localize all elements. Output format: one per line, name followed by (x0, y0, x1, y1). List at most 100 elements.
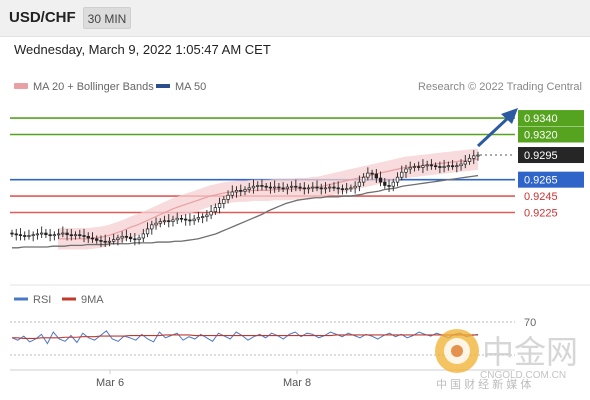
candle (171, 219, 175, 222)
level-labels-layer: 0.9340 0.9320 0.9295 0.9265 0.9245 0.9225 (518, 110, 584, 220)
candle (217, 203, 222, 208)
candle (425, 164, 429, 167)
ma20-line (58, 158, 479, 240)
timeframe-button[interactable]: 30 MIN (83, 7, 131, 29)
candle (374, 173, 378, 179)
symbol-label: USD/CHF (9, 9, 76, 26)
candle (472, 155, 476, 159)
level-label-3: 0.9265 (524, 175, 558, 187)
level-label-1: 0.9320 (524, 129, 558, 141)
candle (450, 165, 455, 168)
candle (35, 233, 40, 236)
candle (294, 185, 298, 188)
watermark-slogan: 中 国 财 经 新 媒 体 (436, 377, 531, 391)
candle (14, 233, 18, 236)
forecast-arrowhead (501, 108, 518, 124)
candle (400, 171, 404, 178)
moving-average-layer (12, 174, 479, 249)
watermark-name: 中金网 (482, 333, 578, 371)
candle (306, 187, 311, 190)
level-label-4: 0.9245 (524, 191, 558, 203)
candle (277, 186, 281, 189)
candle (150, 224, 154, 230)
level-label-2: 0.9295 (524, 150, 558, 162)
candle (319, 187, 323, 190)
level-label-bg-2 (518, 147, 584, 164)
candle (264, 185, 268, 188)
candle (18, 234, 23, 237)
candle (370, 172, 374, 175)
forecast-arrow-line (476, 116, 510, 148)
candle (239, 189, 243, 192)
candle (213, 207, 217, 213)
candle (455, 165, 459, 168)
rsi-tick-70: 70 (524, 317, 536, 329)
candle (378, 177, 383, 183)
candle (387, 185, 391, 187)
candle (192, 218, 196, 222)
candle (145, 228, 150, 235)
watermark-url: CNGOLD.COM.CN (480, 370, 566, 381)
candle (141, 233, 145, 239)
candle (230, 191, 234, 196)
candle (78, 234, 82, 237)
candle (285, 186, 290, 190)
candle (99, 240, 103, 242)
candle (345, 188, 349, 191)
timestamp-label: Wednesday, March 9, 2022 1:05:47 AM CET (14, 42, 271, 57)
candle (226, 194, 230, 200)
level-label-bg-1 (518, 126, 584, 143)
candle (124, 235, 129, 238)
candle (23, 235, 27, 237)
candle (446, 165, 450, 168)
candle (349, 187, 353, 190)
level-label-5: 0.9225 (524, 208, 558, 220)
candle (69, 234, 73, 237)
candle (383, 181, 387, 186)
legend-swatch-ma20 (14, 83, 28, 89)
candle (128, 236, 133, 240)
candle (302, 187, 306, 190)
candle (328, 186, 332, 189)
candle (323, 187, 328, 190)
candle (31, 234, 35, 237)
candle (442, 166, 446, 168)
candle (184, 218, 188, 221)
candle (61, 232, 65, 235)
candle (137, 237, 141, 240)
legend-swatch-ma50 (156, 84, 170, 88)
candle (421, 165, 425, 168)
legend-label-ma20: MA 20 + Bollinger Bands (33, 81, 154, 93)
bollinger-layer (58, 148, 479, 250)
credit-label: Research © 2022 Trading Central (418, 81, 582, 93)
candle (315, 186, 319, 189)
candle (408, 166, 412, 170)
candle (188, 219, 192, 222)
candle (82, 235, 86, 237)
level-label-bg-0 (518, 110, 584, 127)
candle (243, 189, 247, 192)
candle (162, 220, 167, 223)
candle (476, 154, 480, 157)
candle (247, 187, 251, 190)
candle (463, 161, 467, 165)
candle (459, 163, 463, 167)
candle (289, 185, 294, 188)
levels-layer (10, 117, 515, 214)
candle (27, 235, 31, 237)
candle (158, 221, 162, 224)
candle (395, 176, 400, 183)
candle (366, 172, 370, 178)
rsi-layer (11, 330, 479, 345)
candles-layer (10, 150, 480, 248)
candle (107, 240, 112, 243)
rsi-legend-label: RSI (33, 294, 51, 306)
candle (438, 166, 442, 168)
x-tick-mar6: Mar 6 (96, 377, 124, 389)
candle (298, 186, 302, 189)
candle (56, 233, 61, 236)
candle (133, 238, 137, 241)
candle (332, 186, 336, 189)
candle (268, 186, 273, 189)
candle (260, 185, 264, 187)
